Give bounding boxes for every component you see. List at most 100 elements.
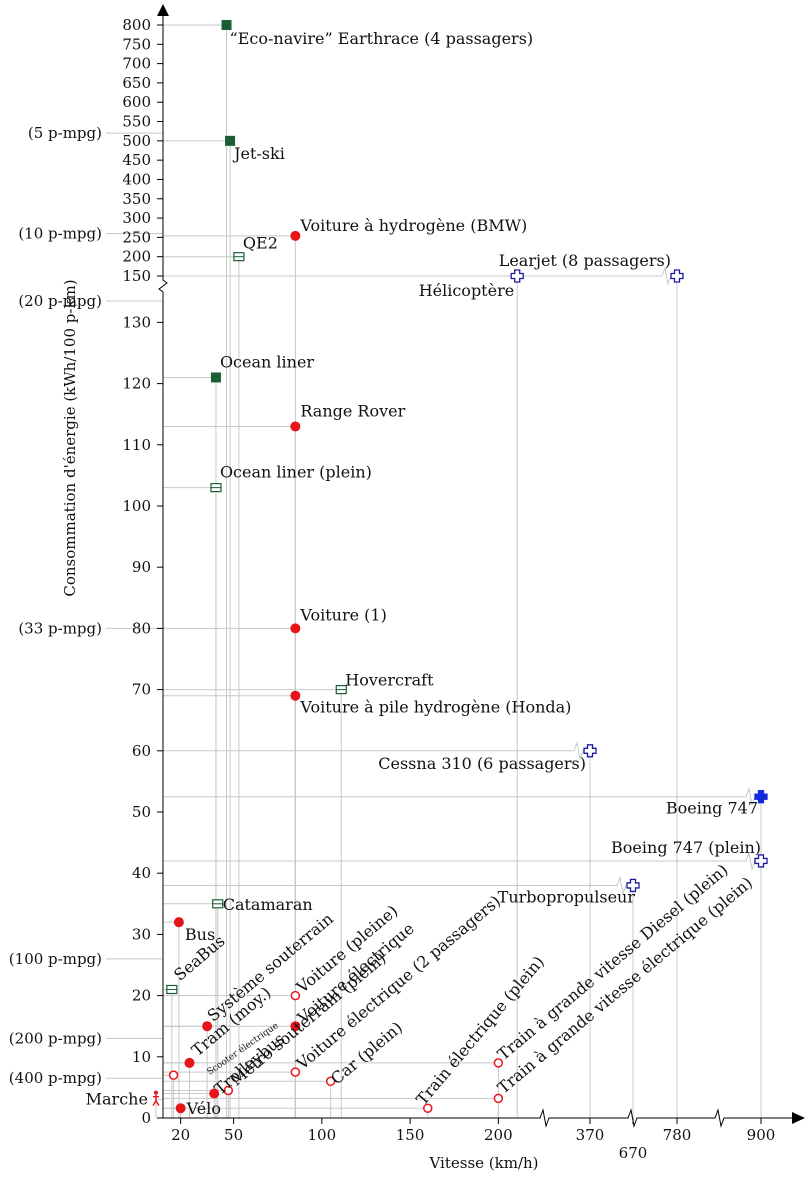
point-label: Voiture à pile hydrogène (Honda) <box>299 698 571 717</box>
data-point <box>510 269 524 283</box>
y-tick-label: 350 <box>122 190 151 208</box>
x-tick-label: 150 <box>396 1126 425 1144</box>
point-label: Voiture (1) <box>299 605 386 624</box>
x-tick-label: 200 <box>484 1126 513 1144</box>
point-label: Boeing 747 <box>666 799 758 818</box>
y-tick-label: 650 <box>122 74 151 92</box>
data-point <box>670 269 684 283</box>
x-tick-label: 670 <box>619 1144 648 1162</box>
y-tick-label: 50 <box>132 803 151 821</box>
data-point <box>173 917 184 928</box>
y-axis-title: Consommation d'énergie (kWh/100 p-km) <box>61 279 79 596</box>
data-point <box>583 744 597 758</box>
mpg-label: (400 p-mpg) <box>9 1069 102 1087</box>
mpg-label: (10 p-mpg) <box>18 225 102 243</box>
y-tick-label: 450 <box>122 151 151 169</box>
data-point <box>290 990 301 1001</box>
point-label: Cessna 310 (6 passagers) <box>378 754 586 773</box>
x-axis-title: Vitesse (km/h) <box>428 1154 538 1172</box>
y-tick-label: 600 <box>122 93 151 111</box>
point-label: “Eco-navire” Earthrace (4 passagers) <box>230 29 534 48</box>
x-tick-label: 50 <box>224 1126 243 1144</box>
x-axis-arrow <box>792 1112 805 1124</box>
data-point <box>493 1058 504 1068</box>
point-label: QE2 <box>243 234 278 253</box>
y-tick-label: 750 <box>122 35 151 53</box>
data-point <box>184 1057 195 1068</box>
data-point <box>225 135 236 146</box>
point-label: Vélo <box>186 1099 221 1118</box>
data-point <box>210 372 221 383</box>
y-axis-line <box>158 14 168 1118</box>
mpg-label: (100 p-mpg) <box>9 950 102 968</box>
point-label: Hélicoptère <box>419 281 515 300</box>
y-tick-label: 20 <box>132 987 151 1005</box>
y-tick-label: 30 <box>132 925 151 943</box>
y-tick-label: 300 <box>122 209 151 227</box>
point-label: Ocean liner <box>220 352 314 371</box>
y-tick-label: 120 <box>122 375 151 393</box>
point-label: Voiture à hydrogène (BMW) <box>299 216 527 235</box>
data-point <box>209 1088 220 1099</box>
data-points <box>152 20 768 1114</box>
data-point <box>290 421 301 432</box>
x-axis-line <box>163 1108 795 1128</box>
x-tick-label: 370 <box>576 1126 605 1144</box>
data-point <box>168 1070 179 1080</box>
x-tick-label: 100 <box>308 1126 337 1144</box>
data-point <box>325 1076 336 1087</box>
point-label: Train à grande vitesse électrique (plein… <box>494 873 756 1097</box>
y-tick-label: 250 <box>122 228 151 246</box>
data-point <box>202 1021 213 1032</box>
data-point <box>754 790 768 804</box>
x-tick-label: 20 <box>171 1126 190 1144</box>
point-label: Jet-ski <box>232 144 285 163</box>
data-point <box>754 854 768 868</box>
point-labels: “Eco-navire” Earthrace (4 passagers) Jet-… <box>86 29 761 1118</box>
mpg-label: (33 p-mpg) <box>18 619 102 637</box>
point-label: Marche <box>86 1090 148 1109</box>
y-tick-label: 400 <box>122 170 151 188</box>
y-tick-label: 80 <box>132 619 151 637</box>
point-label: Bus <box>185 925 215 944</box>
data-point <box>493 1093 504 1104</box>
data-point-detail <box>152 1094 160 1107</box>
mpg-label: (20 p-mpg) <box>18 292 102 310</box>
data-point <box>423 1103 433 1113</box>
guide-lines <box>106 24 762 1118</box>
y-tick-label: 800 <box>122 16 151 34</box>
data-point <box>290 623 301 634</box>
x-tick-label: 900 <box>747 1126 776 1144</box>
y-tick-label: 40 <box>132 864 151 882</box>
mpg-label: (5 p-mpg) <box>28 124 102 142</box>
data-point <box>223 1085 234 1096</box>
y-tick-label: 700 <box>122 55 151 73</box>
y-tick-label: 130 <box>122 313 151 331</box>
y-tick-label: 10 <box>132 1048 151 1066</box>
point-label: Turbopropulseur <box>498 887 636 906</box>
tick-labels: 0102030405060708090100110120130150200250… <box>9 16 776 1162</box>
y-tick-label: 550 <box>122 113 151 131</box>
data-point <box>175 1103 186 1114</box>
data-point <box>290 1067 301 1077</box>
x-tick-label: 780 <box>663 1126 692 1144</box>
y-tick-label: 90 <box>132 558 151 576</box>
y-tick-label: 60 <box>132 742 151 760</box>
y-tick-label: 200 <box>122 248 151 266</box>
point-label: Range Rover <box>300 401 405 420</box>
y-tick-label: 110 <box>122 436 151 454</box>
y-tick-label: 150 <box>122 267 151 285</box>
data-point <box>153 1090 158 1095</box>
data-point <box>626 878 640 893</box>
point-label: Learjet (8 passagers) <box>499 251 671 270</box>
y-tick-label: 100 <box>122 497 151 515</box>
axes <box>157 4 805 1128</box>
mpg-label: (200 p-mpg) <box>9 1029 102 1047</box>
y-tick-label: 0 <box>141 1109 151 1127</box>
point-label: Boeing 747 (plein) <box>611 838 761 857</box>
point-label: Catamaran <box>223 895 313 914</box>
y-tick-label: 70 <box>132 681 151 699</box>
point-label: Hovercraft <box>345 671 434 690</box>
y-axis-arrow <box>157 4 169 16</box>
